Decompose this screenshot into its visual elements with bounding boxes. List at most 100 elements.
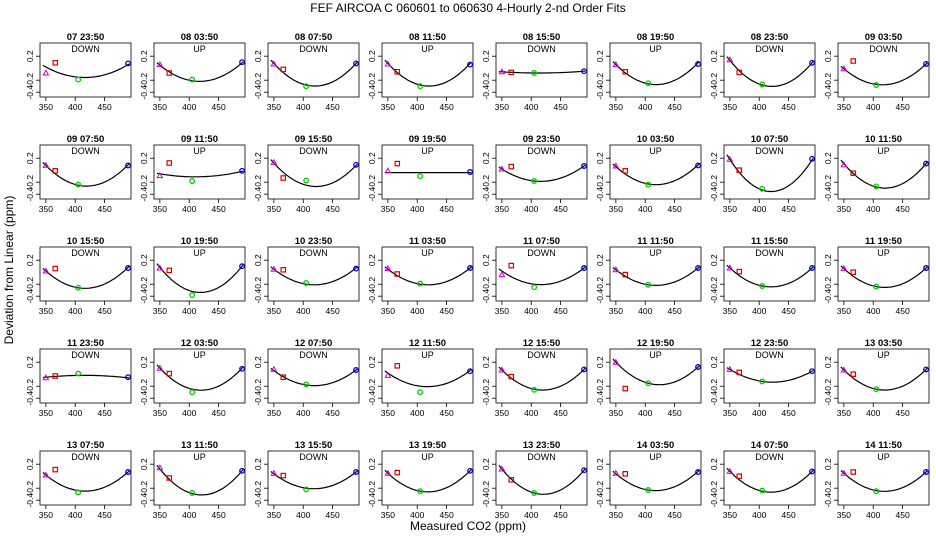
point-standard-3 (189, 76, 196, 83)
panel-title: 11 11:50 (637, 236, 673, 247)
x-tick-label: 450 (667, 102, 681, 112)
panel-frame (723, 42, 816, 98)
x-tick-label: 450 (895, 306, 909, 316)
point-standard-4 (695, 265, 702, 271)
x-tick-label: 450 (895, 408, 909, 418)
panel-frame (723, 450, 816, 506)
y-tick-label: 0.2 (481, 152, 491, 164)
y-tick-label: -0.2 (595, 73, 605, 88)
x-tick-label: 450 (553, 408, 567, 418)
y-tick-label: 0.2 (709, 356, 719, 368)
x-tick-label: 400 (752, 204, 766, 214)
point-standard-2 (394, 160, 401, 167)
x-tick-label: 350 (723, 408, 737, 418)
x-tick-label: 350 (153, 408, 167, 418)
point-standard-1 (726, 56, 734, 63)
fit-curve (156, 61, 244, 83)
x-tick-label: 450 (211, 102, 225, 112)
point-standard-4 (239, 365, 246, 372)
point-standard-3 (645, 380, 652, 387)
x-tick-label: 350 (381, 510, 395, 520)
panel-direction: DOWN (755, 44, 784, 54)
point-standard-3 (873, 488, 880, 495)
y-tick-label: -0.4 (823, 187, 833, 202)
y-tick-label: 0.2 (367, 458, 377, 470)
y-tick-label: 0.2 (823, 50, 833, 62)
point-standard-4 (581, 265, 588, 271)
fit-curve (270, 159, 358, 188)
point-standard-1 (156, 464, 164, 471)
point-standard-3 (645, 181, 652, 188)
y-tick-label: -0.2 (25, 277, 35, 292)
y-tick-label: -0.4 (709, 85, 719, 100)
y-tick-label: -0.4 (25, 289, 35, 304)
point-standard-3 (759, 487, 766, 494)
panel-frame (609, 348, 702, 404)
y-tick-label: 0.2 (595, 152, 605, 164)
x-tick-label: 400 (524, 204, 538, 214)
point-standard-3 (645, 80, 652, 87)
point-standard-1 (270, 60, 278, 67)
x-tick-label: 400 (410, 204, 424, 214)
fit-curve (384, 369, 472, 388)
point-standard-3 (531, 284, 538, 291)
point-standard-1 (498, 68, 506, 75)
x-tick-label: 400 (296, 306, 310, 316)
point-standard-4 (467, 368, 474, 375)
point-standard-2 (850, 170, 857, 177)
point-standard-4 (125, 374, 132, 381)
y-tick-label: -0.4 (253, 493, 263, 508)
x-tick-label: 350 (267, 408, 281, 418)
point-standard-2 (508, 262, 515, 269)
panel-frame (267, 42, 360, 98)
x-tick-label: 350 (609, 102, 623, 112)
point-standard-2 (280, 472, 287, 479)
fit-curve (42, 470, 130, 492)
y-tick-label: 0.2 (481, 254, 491, 266)
x-tick-label: 400 (296, 204, 310, 214)
panel-frame (495, 42, 588, 98)
x-tick-label: 400 (638, 510, 652, 520)
x-tick-label: 450 (895, 102, 909, 112)
y-tick-label: -0.4 (25, 391, 35, 406)
y-tick-label: -0.2 (367, 481, 377, 496)
point-standard-1 (42, 471, 50, 478)
y-tick-label: 0.2 (595, 50, 605, 62)
point-standard-2 (622, 271, 629, 278)
x-tick-label: 350 (153, 510, 167, 520)
panel-direction: UP (649, 44, 662, 54)
y-tick-label: -0.2 (595, 277, 605, 292)
point-standard-1 (612, 469, 620, 476)
fit-curve (840, 62, 928, 86)
x-tick-label: 400 (68, 510, 82, 520)
x-tick-label: 450 (781, 510, 795, 520)
point-standard-1 (156, 171, 164, 179)
panel-frame (837, 348, 930, 404)
point-standard-4 (125, 162, 132, 169)
y-tick-label: 0.2 (253, 458, 263, 470)
point-standard-3 (75, 76, 82, 83)
panel-title: 10 07:50 (751, 134, 789, 145)
x-tick-label: 450 (553, 510, 567, 520)
fit-curve (498, 366, 586, 391)
panel-title: 11 07:50 (523, 236, 560, 247)
panel-frame (609, 450, 702, 506)
point-standard-2 (52, 265, 59, 272)
x-tick-label: 350 (39, 306, 53, 316)
point-standard-3 (189, 178, 196, 184)
panel-direction: UP (877, 350, 890, 360)
panel-frame (39, 42, 132, 98)
panel-frame (837, 144, 930, 200)
y-tick-label: -0.2 (481, 73, 491, 88)
y-tick-label: -0.4 (709, 187, 719, 202)
point-standard-3 (75, 284, 82, 291)
